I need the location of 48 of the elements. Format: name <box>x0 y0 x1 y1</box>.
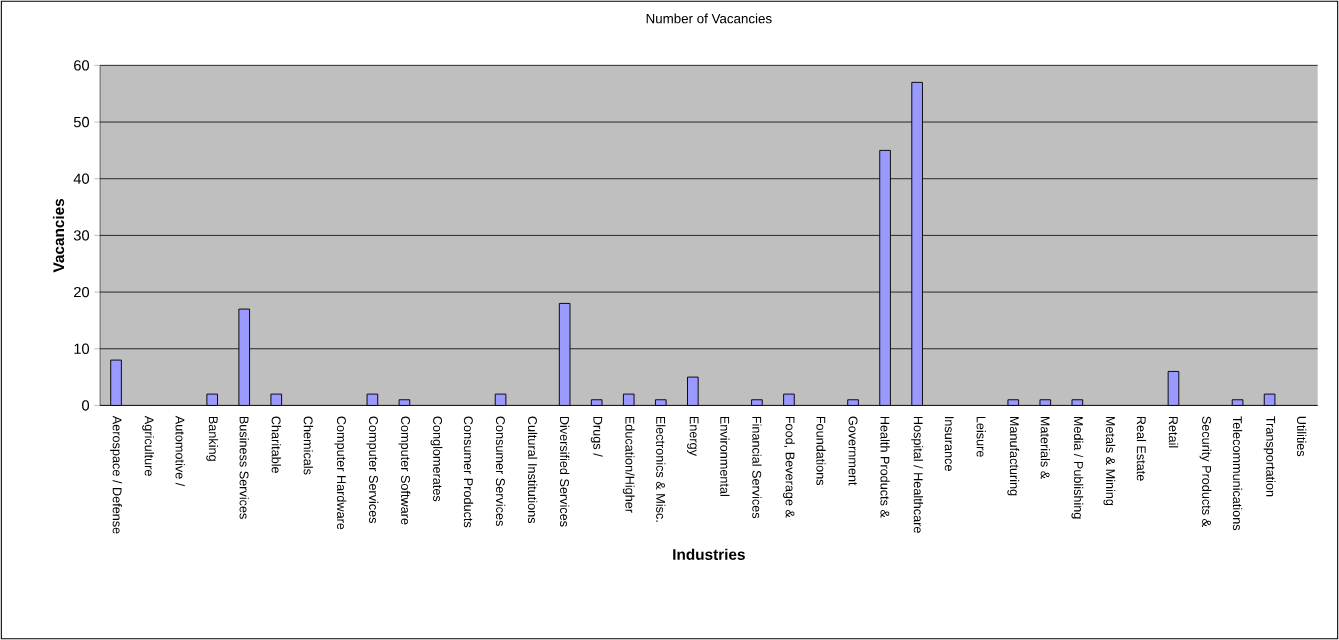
x-tick-label: Agriculture <box>142 415 154 476</box>
x-tick-label: Real Estate <box>1136 416 1147 481</box>
x-tick-label: Government <box>848 416 858 486</box>
x-tick-label: Energy <box>687 416 699 456</box>
y-tick-label: 60 <box>74 60 90 71</box>
x-tick-label: Manufacturing <box>1007 416 1020 496</box>
y-tick-label: 0 <box>82 400 90 411</box>
chart-title: Number of Vacancies <box>646 13 772 24</box>
x-tick-label: Chemicals <box>303 416 313 475</box>
x-tick-label: Retail <box>1168 416 1179 448</box>
x-tick-label: Automotive / <box>175 415 185 487</box>
x-tick-label: Environmental <box>720 416 730 496</box>
x-tick-label: Media / Publishing <box>1071 416 1084 519</box>
y-tick-label: 10 <box>74 343 90 354</box>
y-axis-title: Vacancies <box>52 198 65 273</box>
y-tick-label: 20 <box>74 286 90 298</box>
x-tick-label: Conglomerates <box>430 416 443 502</box>
x-tick-label: Hospital / Healthcare <box>911 416 924 533</box>
x-tick-label: Consumer Products <box>463 416 474 528</box>
y-tick-label: 40 <box>73 173 90 184</box>
y-tick-label: 50 <box>73 116 90 128</box>
x-tick-label: Insurance <box>944 416 954 471</box>
x-tick-label: Telecommunications <box>1232 416 1243 531</box>
x-tick-label: Business Services <box>239 416 249 519</box>
x-tick-label: Charitable <box>271 416 281 473</box>
x-tick-label: Computer Hardware <box>334 416 347 530</box>
x-tick-label: Drugs / <box>590 416 603 457</box>
x-tick-label: Foundations <box>816 416 826 486</box>
y-tick-label: 30 <box>73 230 90 241</box>
x-tick-label: Leisure <box>976 416 986 457</box>
x-tick-label: Consumer Services <box>495 416 506 526</box>
x-tick-label: Food, Beverage & <box>783 416 795 518</box>
x-axis-title: Industries <box>673 548 745 560</box>
x-tick-label: Electronics & Misc. <box>656 416 666 522</box>
x-tick-label: Financial Services <box>752 416 762 519</box>
x-tick-label: Computer Software <box>398 416 411 525</box>
x-tick-label: Health Products & <box>880 416 890 518</box>
x-tick-label: Metals & Mining <box>1103 416 1116 506</box>
x-tick-label: Materials & <box>1040 416 1050 479</box>
x-tick-label: Computer Services <box>366 416 379 524</box>
x-tick-label: Aerospace / Defense <box>110 415 122 534</box>
x-tick-label: Security Products & <box>1199 416 1212 527</box>
x-tick-label: Cultural Institutions <box>527 416 538 524</box>
x-tick-label: Transportation <box>1263 416 1276 497</box>
x-tick-label: Utilities <box>1296 416 1307 457</box>
x-tick-label: Education/Higher <box>622 416 635 513</box>
x-tick-label: Diversified Services <box>560 416 570 527</box>
x-tick-label: Banking <box>206 416 219 461</box>
